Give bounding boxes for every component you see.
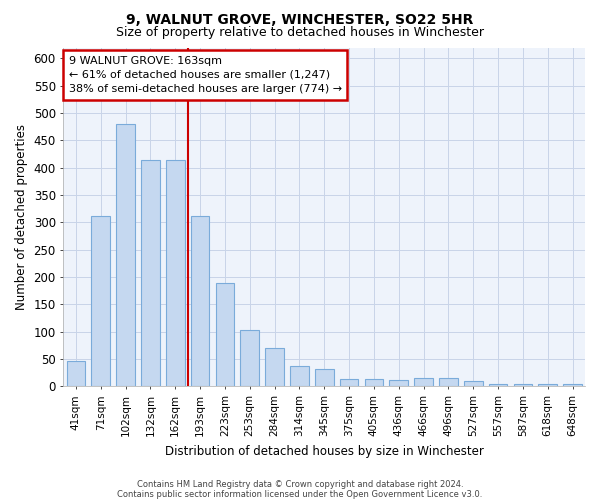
Bar — [141, 160, 160, 386]
Bar — [489, 384, 508, 386]
Text: 9 WALNUT GROVE: 163sqm
← 61% of detached houses are smaller (1,247)
38% of semi-: 9 WALNUT GROVE: 163sqm ← 61% of detached… — [68, 56, 342, 94]
Bar — [290, 366, 308, 386]
Bar — [439, 378, 458, 386]
Bar — [414, 378, 433, 386]
Bar — [340, 379, 358, 386]
Text: Contains public sector information licensed under the Open Government Licence v3: Contains public sector information licen… — [118, 490, 482, 499]
Bar — [91, 216, 110, 386]
Text: Contains HM Land Registry data © Crown copyright and database right 2024.: Contains HM Land Registry data © Crown c… — [137, 480, 463, 489]
Bar — [315, 369, 334, 386]
Bar — [67, 362, 85, 386]
Y-axis label: Number of detached properties: Number of detached properties — [15, 124, 28, 310]
Bar — [241, 330, 259, 386]
X-axis label: Distribution of detached houses by size in Winchester: Distribution of detached houses by size … — [165, 444, 484, 458]
Bar — [116, 124, 135, 386]
Bar — [215, 282, 234, 387]
Bar — [365, 379, 383, 386]
Text: Size of property relative to detached houses in Winchester: Size of property relative to detached ho… — [116, 26, 484, 39]
Bar — [389, 380, 408, 386]
Bar — [538, 384, 557, 386]
Bar — [191, 216, 209, 386]
Bar — [464, 381, 482, 386]
Bar — [166, 160, 185, 386]
Text: 9, WALNUT GROVE, WINCHESTER, SO22 5HR: 9, WALNUT GROVE, WINCHESTER, SO22 5HR — [127, 12, 473, 26]
Bar — [265, 348, 284, 387]
Bar — [514, 384, 532, 386]
Bar — [563, 384, 582, 386]
